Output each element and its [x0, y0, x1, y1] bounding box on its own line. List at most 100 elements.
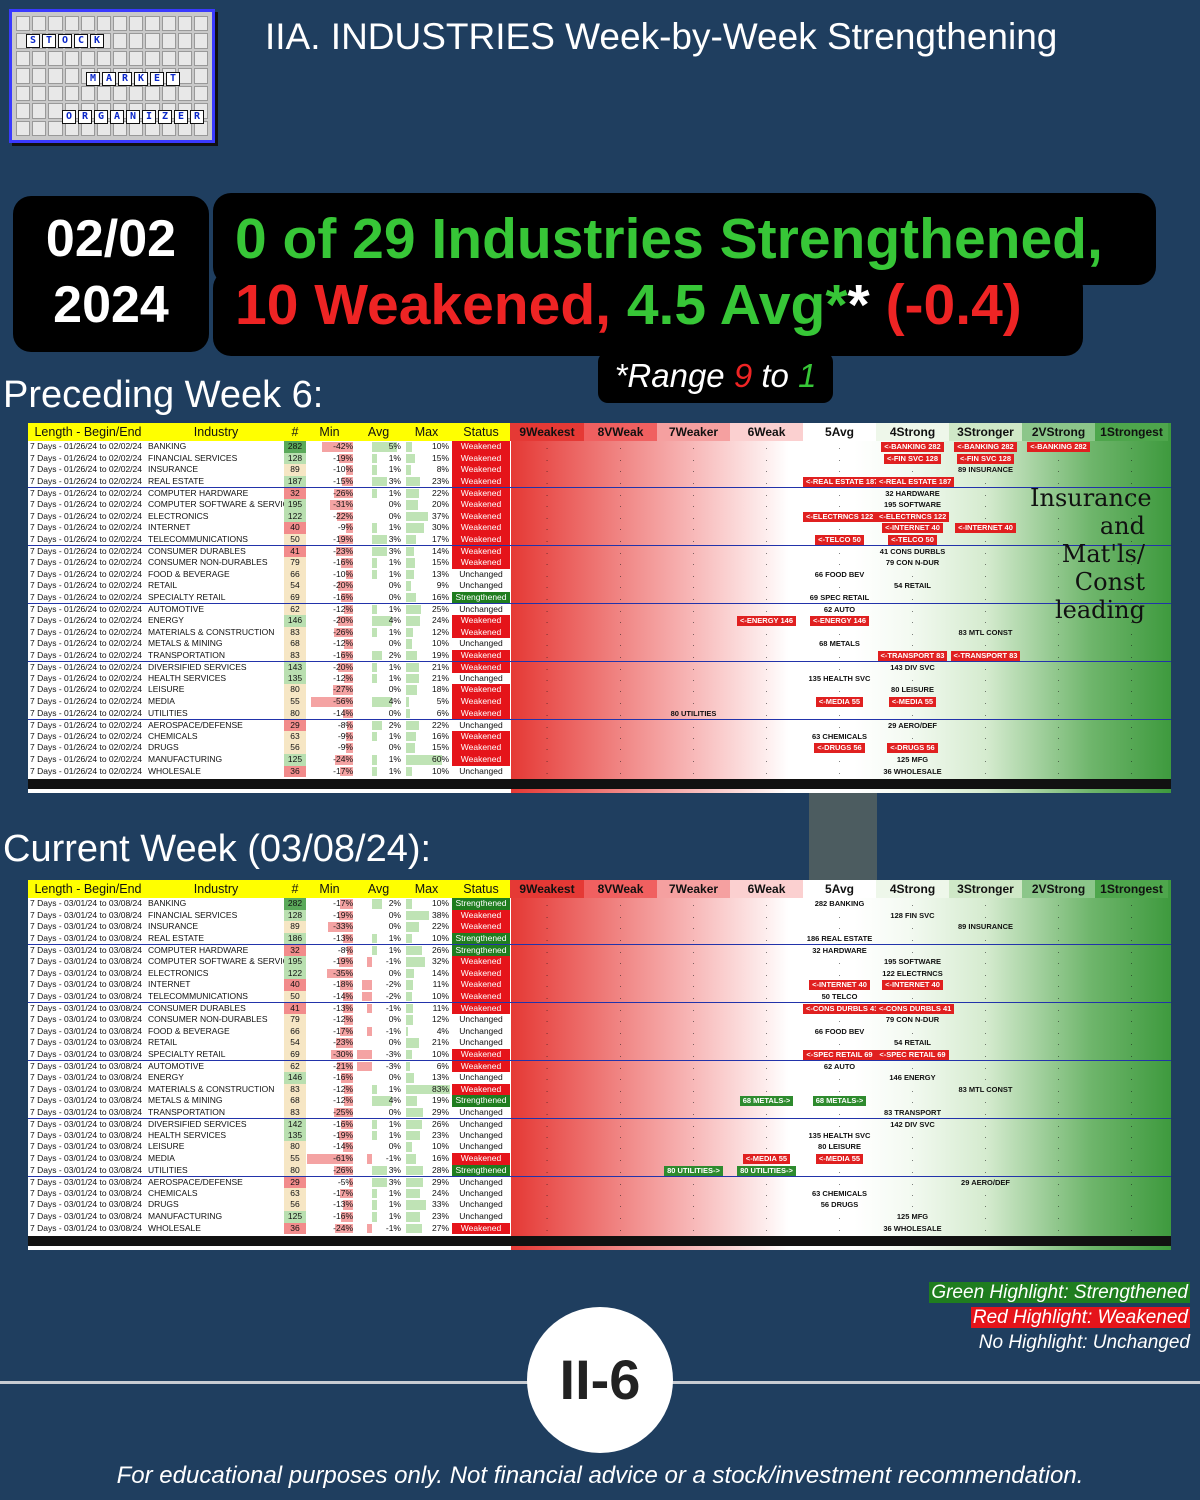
zone-cell-7: .	[692, 1120, 695, 1130]
avg-cell: 0%	[356, 967, 404, 980]
zone-cell-3: <-FIN SVC 128	[949, 453, 1022, 465]
avg-cell: 4%	[356, 696, 404, 708]
status-cell: Unchanged	[452, 604, 510, 615]
zone-cell-4: 36 WHOLESALE	[876, 766, 949, 778]
zone-cell-3: .	[984, 592, 987, 602]
status-cell: Weakened	[452, 522, 510, 534]
zone-cell-7: .	[692, 946, 695, 956]
avg-cell: 4%	[356, 614, 404, 627]
column-header: Length - Begin/End	[28, 423, 146, 441]
period-cell: 7 Days - 01/26/24 to 02/02/24	[28, 441, 146, 453]
table-row: 7 Days - 01/26/24 to 02/02/24 AUTOMOTIVE 6…	[28, 603, 1171, 615]
headline-weakened: 10 Weakened,	[235, 273, 611, 337]
min-cell: -18%	[306, 979, 356, 991]
count-cell: 41	[284, 546, 306, 557]
status-cell: Weakened	[452, 1222, 510, 1235]
zone-cell-8: .	[619, 743, 622, 753]
period-cell: 7 Days - 01/26/24 to 02/02/24	[28, 546, 146, 557]
table-row: 7 Days - 01/26/24 to 02/02/24 ELECTRONICS…	[28, 510, 1171, 523]
zone-cell-6: .	[765, 708, 768, 718]
zone-cell-3: .	[984, 1049, 987, 1059]
zone-cell-3: .	[984, 968, 987, 978]
industry-marker: 80 UTILITIES	[670, 708, 717, 718]
zone-cell-2: .	[1057, 968, 1060, 978]
industry-marker: <-ELECTRNCS 122	[876, 511, 950, 522]
zone-cell-3: .	[984, 569, 987, 579]
zone-cell-8: .	[619, 547, 622, 557]
table-row: 7 Days - 01/26/24 to 02/02/24 AEROSPACE/D…	[28, 719, 1171, 731]
period-cell: 7 Days - 01/26/24 to 02/02/24	[28, 754, 146, 766]
count-cell: 83	[284, 626, 306, 639]
status-cell: Weakened	[452, 662, 510, 673]
zone-cell-1: .	[1130, 1049, 1133, 1059]
industry-marker: 80 UTILITIES->	[737, 1165, 796, 1176]
zone-cell-9: .	[545, 1200, 549, 1210]
zone-cell-7: 80 UTILITIES->	[657, 1165, 730, 1177]
zone-cell-8: .	[619, 663, 622, 673]
industry-cell: MANUFACTURING	[146, 1211, 284, 1223]
zone-cell-2: .	[1057, 489, 1060, 499]
max-cell: 24%	[404, 1187, 452, 1200]
zone-cell-9: .	[545, 708, 549, 718]
period-cell: 7 Days - 03/01/24 to 03/08/24	[28, 1164, 146, 1177]
zone-cell-7: .	[692, 1026, 695, 1036]
max-cell: 19%	[404, 1095, 452, 1107]
industry-marker: <-TELCO 50	[815, 534, 864, 545]
period-cell: 7 Days - 01/26/24 to 02/02/24	[28, 568, 146, 581]
zone-cell-6: .	[765, 910, 768, 920]
table-row: 7 Days - 03/01/24 to 03/08/24 RETAIL 54 -23…	[28, 1037, 1171, 1049]
zone-cell-5: <-SPEC RETAIL 69	[803, 1049, 876, 1061]
zone-cell-5: .	[838, 1107, 841, 1117]
zone-cell-8: .	[619, 592, 622, 602]
industry-marker: 80 LEISURE	[891, 685, 934, 695]
table-row: 7 Days - 01/26/24 to 02/02/24 COMPUTER HA…	[28, 487, 1171, 499]
industry-marker: <-REAL ESTATE 187	[876, 476, 955, 487]
zone-cell-2: .	[1057, 1188, 1060, 1198]
zone-cell-6: .	[765, 1200, 768, 1210]
zone-cell-9: .	[545, 1038, 549, 1048]
zone-cell-6: .	[765, 534, 768, 544]
min-cell: -10%	[306, 464, 356, 476]
zone-cell-7: .	[692, 910, 695, 920]
table-row: 7 Days - 01/26/24 to 02/02/24 COMPUTER SO…	[28, 498, 1171, 511]
zone-cell-7: .	[692, 569, 695, 579]
period-cell: 7 Days - 01/26/24 to 02/02/24	[28, 707, 146, 720]
zone-cell-8: .	[619, 557, 622, 567]
table-row: 7 Days - 01/26/24 to 02/02/24 FOOD & BEVE…	[28, 568, 1171, 581]
zone-cell-3: .	[984, 1026, 987, 1036]
avg-cell: 1%	[356, 1199, 404, 1212]
zone-cell-4: 195 SOFTWARE	[876, 956, 949, 968]
max-cell: 16%	[404, 1153, 452, 1165]
zone-cell-3: 83 MTL CONST	[949, 627, 1022, 639]
min-cell: -20%	[306, 662, 356, 673]
status-cell: Weakened	[452, 909, 510, 922]
zone-cell-4: <-INTERNET 40	[876, 979, 949, 991]
zone-cell-5: .	[838, 1084, 841, 1094]
status-cell: Weakened	[452, 556, 510, 569]
zone-cell-7: .	[692, 476, 695, 486]
zone-cell-8: .	[619, 1096, 622, 1106]
period-cell: 7 Days - 03/01/24 to 03/08/24	[28, 932, 146, 945]
zone-cell-5: <-MEDIA 55	[803, 696, 876, 708]
zone-cell-5: .	[838, 910, 841, 920]
zone-cell-5: 68 METALS->	[803, 1095, 876, 1107]
zone-cell-4: 125 MFG	[876, 1211, 949, 1223]
column-header: Industry	[146, 880, 284, 898]
zone-cell-3: .	[984, 1200, 987, 1210]
zone-cell-2: .	[1057, 980, 1060, 990]
period-cell: 7 Days - 01/26/24 to 02/02/24	[28, 672, 146, 685]
zone-cell-9: .	[545, 685, 549, 695]
zone-cell-4: 195 SOFTWARE	[876, 499, 949, 511]
zone-cell-7: .	[692, 650, 695, 660]
zone-cell-1: .	[1130, 489, 1133, 499]
industry-marker: <-ENERGY 146	[809, 615, 869, 626]
zone-cell-2: .	[1057, 721, 1060, 731]
zone-cell-1: .	[1130, 697, 1133, 707]
industry-marker: <-CONS DURBLS 41	[803, 1004, 882, 1015]
table-row: 7 Days - 01/26/24 to 02/02/24 RETAIL 54 -20…	[28, 580, 1171, 592]
zone-cell-2: .	[1057, 1004, 1060, 1014]
industry-cell: COMPUTER HARDWARE	[146, 488, 284, 499]
max-cell: 10%	[404, 765, 452, 778]
zone-cell-9: .	[545, 511, 549, 521]
zone-cell-9: .	[545, 1107, 549, 1117]
